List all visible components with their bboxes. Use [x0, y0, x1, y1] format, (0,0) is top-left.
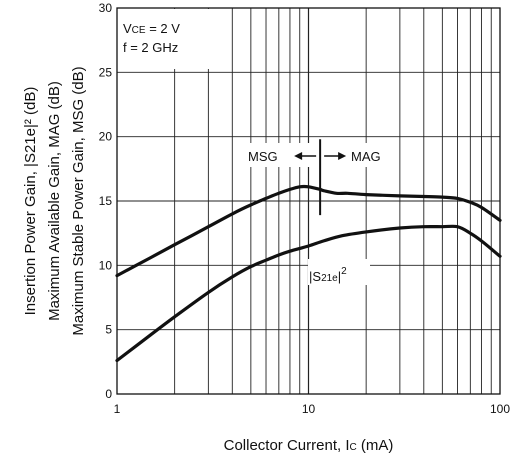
y-axis-title: Insertion Power Gain, |S21e|² (dB) Maximu…: [22, 66, 87, 335]
y-tick-label: 20: [99, 130, 113, 144]
x-axis-title: Collector Current, IC (mA): [224, 437, 394, 454]
plot-frame: [116, 7, 501, 395]
y-tick-label: 10: [99, 258, 113, 272]
y-tick-label: 30: [99, 1, 113, 15]
x-tick-label: 1: [114, 402, 121, 416]
y-axis-ticks: 0 5 10 15 20 25 30: [99, 1, 113, 401]
y-axis-title-line: Insertion Power Gain, |S21e|² (dB): [22, 87, 39, 316]
conditions-box: [118, 9, 210, 69]
grid: [117, 8, 500, 394]
y-tick-label: 0: [105, 387, 112, 401]
s21-label-bg: [308, 259, 370, 285]
mag-arrowhead: [338, 152, 347, 160]
y-tick-label: 15: [99, 194, 113, 208]
mag-label: MAG: [351, 149, 381, 164]
x-tick-label: 100: [490, 402, 510, 416]
msg-label: MSG: [248, 149, 278, 164]
y-axis-title-line: Maximum Stable Power Gain, MSG (dB): [70, 66, 87, 335]
x-axis-ticks: 1 10 100: [114, 402, 511, 416]
y-tick-label: 5: [105, 323, 112, 337]
frequency-condition: f = 2 GHz: [123, 40, 178, 55]
x-tick-label: 10: [302, 402, 316, 416]
vce-condition: VCE = 2 V: [123, 21, 180, 36]
series-line-s21: [115, 224, 502, 363]
s21-label: |S21e|2: [309, 266, 347, 284]
msg-arrowhead: [294, 152, 303, 160]
msg-mag-boundary: [294, 139, 347, 216]
y-tick-label: 25: [99, 65, 113, 79]
y-axis-title-line: Maximum Available Gain, MAG (dB): [46, 81, 63, 321]
